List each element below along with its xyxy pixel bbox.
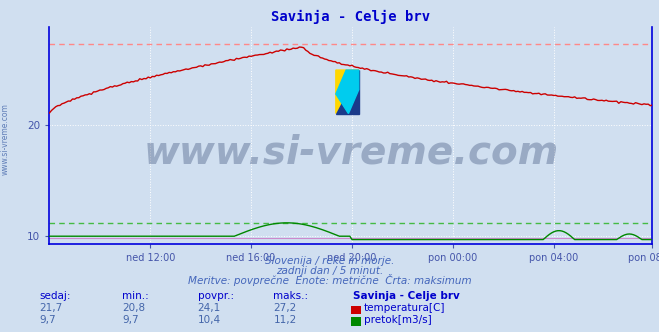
Text: min.:: min.: xyxy=(122,291,149,301)
Text: 27,2: 27,2 xyxy=(273,303,297,313)
Text: zadnji dan / 5 minut.: zadnji dan / 5 minut. xyxy=(276,266,383,276)
Text: pretok[m3/s]: pretok[m3/s] xyxy=(364,315,432,325)
Text: 21,7: 21,7 xyxy=(40,303,63,313)
Polygon shape xyxy=(336,70,358,114)
Text: sedaj:: sedaj: xyxy=(40,291,71,301)
Text: www.si-vreme.com: www.si-vreme.com xyxy=(1,104,10,175)
Polygon shape xyxy=(336,70,358,114)
Text: Savinja - Celje brv: Savinja - Celje brv xyxy=(353,291,459,301)
Text: Meritve: povprečne  Enote: metrične  Črta: maksimum: Meritve: povprečne Enote: metrične Črta:… xyxy=(188,274,471,286)
Text: 9,7: 9,7 xyxy=(40,315,56,325)
Text: 9,7: 9,7 xyxy=(122,315,138,325)
Title: Savinja - Celje brv: Savinja - Celje brv xyxy=(272,10,430,24)
Text: 24,1: 24,1 xyxy=(198,303,221,313)
Text: 20,8: 20,8 xyxy=(122,303,145,313)
Text: temperatura[C]: temperatura[C] xyxy=(364,303,445,313)
Text: maks.:: maks.: xyxy=(273,291,308,301)
Text: 11,2: 11,2 xyxy=(273,315,297,325)
Polygon shape xyxy=(336,70,358,114)
Text: www.si-vreme.com: www.si-vreme.com xyxy=(143,134,559,172)
Text: povpr.:: povpr.: xyxy=(198,291,234,301)
Text: 10,4: 10,4 xyxy=(198,315,221,325)
Text: Slovenija / reke in morje.: Slovenija / reke in morje. xyxy=(265,256,394,266)
